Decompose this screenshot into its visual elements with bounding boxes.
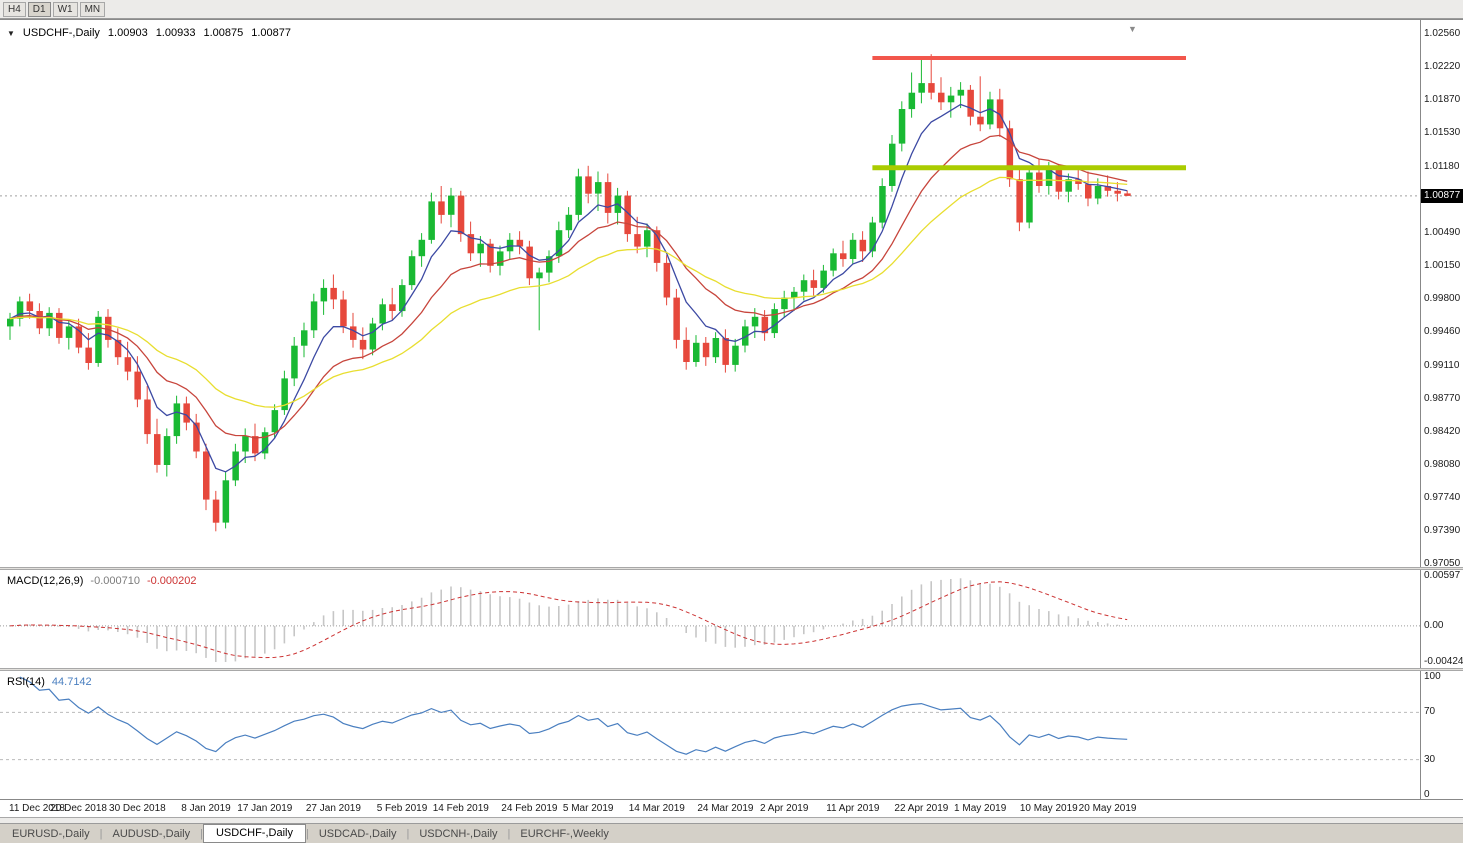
price-axis-label: 0.97050	[1424, 558, 1461, 567]
date-axis: 11 Dec 2018 20 Dec 2018 30 Dec 2018 8 Jan 2…	[0, 799, 1463, 817]
price-axis-label: 1.01870	[1424, 94, 1461, 106]
date-label: 5 Feb 2019	[376, 803, 428, 814]
date-label: 14 Feb 2019	[432, 803, 489, 814]
price-panel: ▼ USDCHF-,Daily 1.00903 1.00933 1.00875 …	[0, 20, 1463, 567]
date-label: 1 May 2019	[954, 803, 1007, 814]
chart-tab-bar: EURUSD-,Daily | AUDUSD-,Daily | USDCHF-,Dail…	[0, 823, 1463, 843]
date-label: 11 Apr 2019	[826, 803, 880, 814]
current-price-label: 1.00877	[1421, 188, 1463, 203]
date-label: 2 Apr 2019	[760, 803, 809, 814]
tab-separator: |	[99, 827, 103, 840]
tab-separator: |	[507, 827, 511, 840]
date-label: 27 Jan 2019	[305, 803, 361, 814]
macd-axis: 0.00597 0.00 -0.00424	[1420, 570, 1463, 668]
macd-axis-label: 0.00597	[1424, 570, 1461, 581]
rsi-axis-label: 30	[1424, 753, 1436, 765]
chart-tab-usdcad-daily[interactable]: USDCAD-,Daily	[318, 827, 397, 840]
date-label: 20 May 2019	[1078, 803, 1137, 814]
price-axis-label: 1.02220	[1424, 60, 1461, 72]
price-axis-label: 0.98770	[1424, 392, 1461, 404]
price-axis: 1.02560 1.02220 1.01870 1.01530 1.01180 1.004…	[1420, 20, 1463, 567]
date-label: 5 Mar 2019	[562, 803, 614, 814]
price-axis-label: 1.00490	[1424, 227, 1461, 239]
chart-tab-usdchf-daily[interactable]: USDCHF-,Daily	[202, 824, 306, 843]
date-label: 24 Mar 2019	[697, 803, 754, 814]
status-strip	[0, 817, 1463, 824]
rsi-name: RSI(14)	[7, 676, 45, 688]
price-axis-label: 0.97740	[1424, 491, 1461, 503]
timeframe-button-mn[interactable]: MN	[79, 1, 106, 17]
rsi-axis-label: 0	[1424, 789, 1430, 799]
panel-splitter[interactable]	[0, 567, 1463, 570]
candlestick-canvas[interactable]	[0, 20, 1420, 567]
macd-signal-value: -0.000202	[146, 575, 197, 587]
macd-axis-label: 0.00	[1424, 619, 1444, 631]
ohlc-open: 1.00903	[107, 27, 148, 39]
price-axis-label: 0.99800	[1424, 293, 1461, 305]
timeframe-button-d1[interactable]: D1	[27, 1, 51, 17]
rsi-axis-label: 70	[1424, 706, 1436, 718]
main-chart-plot[interactable]	[0, 20, 1420, 567]
macd-axis-label: -0.00424	[1424, 656, 1463, 667]
macd-main-value: -0.000710	[90, 575, 140, 587]
price-axis-label: 0.97390	[1424, 525, 1461, 537]
price-axis-label: 0.99110	[1424, 359, 1460, 371]
timeframe-button-w1[interactable]: W1	[52, 1, 78, 17]
rsi-label: RSI(14) 44.7142	[7, 676, 92, 688]
chart-title: ▼ USDCHF-,Daily 1.00903 1.00933 1.00875 …	[7, 27, 291, 39]
date-label: 11 Dec 2018	[9, 803, 65, 814]
date-label: 8 Jan 2019	[181, 803, 231, 814]
macd-plot[interactable]	[0, 570, 1420, 668]
symbol-marker-icon: ▼	[7, 28, 15, 38]
tab-separator: |	[406, 827, 410, 840]
chart-tab-audusd-daily[interactable]: AUDUSD-,Daily	[112, 827, 191, 840]
price-axis-label: 0.98080	[1424, 458, 1461, 470]
macd-canvas[interactable]	[0, 570, 1420, 668]
date-label: 14 Mar 2019	[628, 803, 685, 814]
rsi-axis-label: 100	[1424, 671, 1441, 682]
price-axis-label: 1.00150	[1424, 259, 1461, 271]
chart-shift-marker-icon: ▼	[1128, 24, 1137, 34]
ohlc-close: 1.00877	[251, 27, 291, 39]
price-axis-label: 0.98420	[1424, 426, 1461, 438]
date-label: 24 Feb 2019	[501, 803, 558, 814]
price-axis-label: 1.02560	[1424, 28, 1461, 39]
chart-tab-eurchf-weekly[interactable]: EURCHF-,Weekly	[520, 827, 609, 840]
date-label: 17 Jan 2019	[237, 803, 293, 814]
rsi-panel: RSI(14) 44.7142 100 70 30 0	[0, 671, 1463, 799]
macd-name: MACD(12,26,9)	[7, 575, 84, 587]
macd-label: MACD(12,26,9) -0.000710 -0.000202	[7, 575, 197, 587]
rsi-plot[interactable]	[0, 671, 1420, 799]
chart-tab-usdcnh-daily[interactable]: USDCNH-,Daily	[419, 827, 498, 840]
date-label: 30 Dec 2018	[109, 803, 166, 814]
date-label: 22 Apr 2019	[894, 803, 949, 814]
rsi-axis: 100 70 30 0	[1420, 671, 1463, 799]
ohlc-high: 1.00933	[155, 27, 196, 39]
chart-symbol-label: USDCHF-,Daily	[22, 27, 100, 39]
date-label: 10 May 2019	[1019, 803, 1078, 814]
price-axis-label: 1.01530	[1424, 127, 1461, 139]
timeframe-toolbar: H4 D1 W1 MN	[0, 0, 1463, 19]
macd-panel: MACD(12,26,9) -0.000710 -0.000202 0.0059…	[0, 570, 1463, 668]
price-axis-label: 0.99460	[1424, 326, 1461, 338]
ohlc-low: 1.00875	[203, 27, 244, 39]
date-label: 20 Dec 2018	[50, 803, 107, 814]
chart-tab-eurusd-daily[interactable]: EURUSD-,Daily	[12, 827, 90, 840]
rsi-canvas[interactable]	[0, 671, 1420, 799]
rsi-value: 44.7142	[51, 676, 92, 688]
chart-window: ▼ USDCHF-,Daily 1.00903 1.00933 1.00875 …	[0, 19, 1463, 824]
price-axis-label: 1.01180	[1424, 160, 1460, 172]
tab-separator: |	[200, 827, 203, 840]
tab-separator: |	[305, 827, 309, 840]
timeframe-button-h4[interactable]: H4	[3, 1, 26, 17]
panel-splitter[interactable]	[0, 668, 1463, 671]
